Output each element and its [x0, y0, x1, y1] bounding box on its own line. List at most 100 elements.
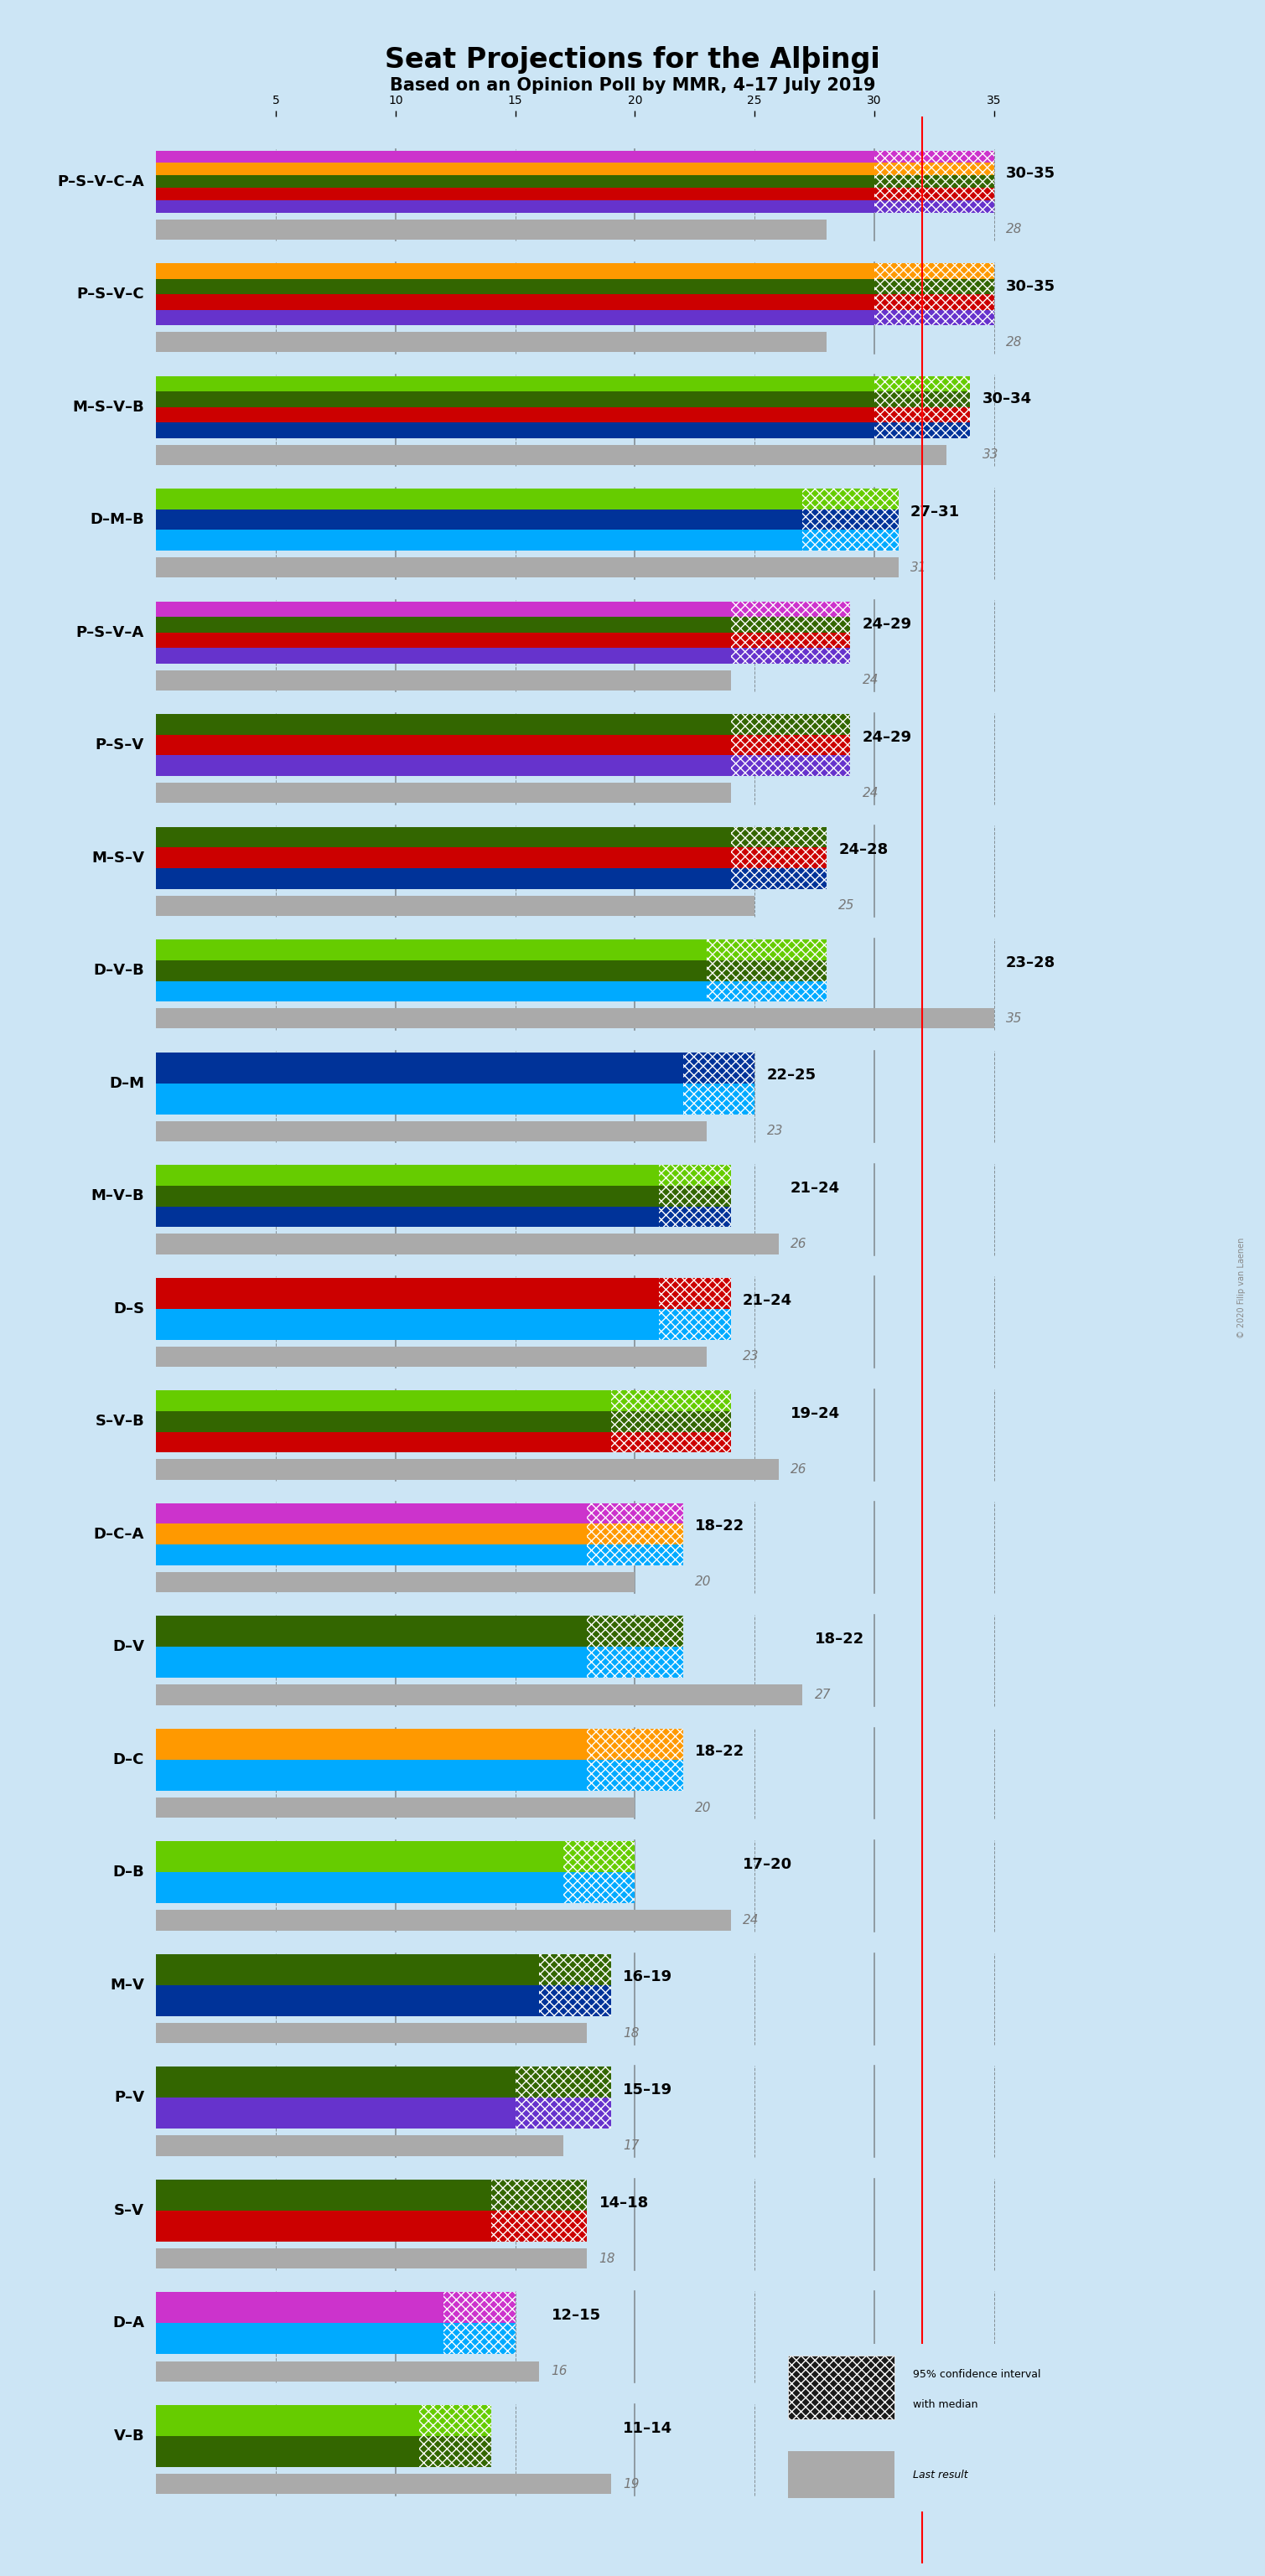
Bar — [659, 1309, 731, 1340]
Bar — [731, 600, 850, 616]
Bar — [802, 489, 898, 510]
Text: 16: 16 — [552, 2365, 568, 2378]
Bar — [539, 1955, 611, 1986]
Bar — [156, 631, 731, 649]
Bar — [156, 201, 874, 211]
Text: 24–28: 24–28 — [839, 842, 888, 858]
Text: D–S: D–S — [113, 1301, 144, 1316]
Text: D–B: D–B — [113, 1865, 144, 1880]
Bar — [707, 961, 826, 981]
Text: 23–28: 23–28 — [1006, 956, 1056, 971]
Bar — [156, 376, 874, 392]
Text: 18–22: 18–22 — [815, 1631, 864, 1646]
Bar — [156, 392, 874, 407]
Text: V–B: V–B — [114, 2429, 144, 2445]
Bar — [156, 2437, 420, 2468]
Bar — [611, 1391, 731, 1412]
Bar — [156, 1685, 802, 1705]
Bar — [156, 1759, 587, 1790]
Bar — [611, 1432, 731, 1453]
Bar — [731, 755, 850, 775]
Text: 27: 27 — [815, 1687, 831, 1700]
Bar — [156, 981, 707, 1002]
Bar — [156, 734, 731, 755]
Bar — [587, 1646, 683, 1677]
Bar — [874, 376, 970, 392]
Text: D–M: D–M — [109, 1077, 144, 1090]
Bar — [587, 1525, 683, 1546]
Text: 95% confidence interval: 95% confidence interval — [913, 2370, 1041, 2380]
Text: 17–20: 17–20 — [743, 1857, 792, 1873]
Bar — [156, 149, 874, 162]
Bar — [156, 1571, 635, 1592]
Text: 21–24: 21–24 — [791, 1180, 840, 1195]
Bar — [491, 2179, 587, 2210]
Bar — [420, 2406, 491, 2437]
Bar — [587, 1759, 683, 1790]
Bar — [515, 2097, 611, 2128]
Bar — [156, 278, 874, 294]
Text: 25: 25 — [839, 899, 855, 912]
Text: M–S–V: M–S–V — [91, 850, 144, 866]
Bar — [491, 2179, 587, 2210]
Bar — [156, 162, 874, 175]
Bar — [874, 294, 994, 309]
Text: M–V–B: M–V–B — [91, 1188, 144, 1203]
Text: Seat Projections for the Alþingi: Seat Projections for the Alþingi — [385, 46, 880, 75]
Bar — [731, 649, 850, 665]
Text: P–S–V–C: P–S–V–C — [77, 286, 144, 301]
Bar — [156, 1234, 779, 1255]
Bar — [156, 1955, 539, 1986]
Bar — [156, 263, 874, 278]
Bar — [587, 1728, 683, 1759]
Bar — [156, 1986, 539, 2017]
Bar — [683, 1084, 755, 1115]
Bar — [156, 1728, 587, 1759]
Bar — [539, 1955, 611, 1986]
Text: 20: 20 — [694, 1577, 711, 1589]
Bar — [156, 2136, 563, 2156]
Text: D–C: D–C — [113, 1752, 144, 1767]
Bar — [156, 1646, 587, 1677]
Text: 18–22: 18–22 — [694, 1744, 745, 1759]
Text: 17: 17 — [622, 2141, 639, 2151]
Bar — [659, 1206, 731, 1226]
Text: D–C–A: D–C–A — [94, 1528, 144, 1543]
Text: 31: 31 — [911, 562, 927, 574]
Bar — [539, 1986, 611, 2017]
Bar — [659, 1278, 731, 1309]
Bar — [874, 392, 970, 407]
Bar — [874, 201, 994, 211]
Bar — [731, 616, 850, 631]
Bar — [491, 2210, 587, 2241]
Bar — [659, 1164, 731, 1185]
Bar — [156, 783, 731, 804]
Bar — [156, 827, 731, 848]
Bar — [707, 981, 826, 1002]
Bar — [515, 2066, 611, 2097]
Bar — [156, 531, 802, 551]
Bar — [156, 1164, 659, 1185]
Bar — [587, 1759, 683, 1790]
Bar — [156, 1121, 707, 1141]
Text: 12–15: 12–15 — [552, 2308, 601, 2324]
Text: P–V: P–V — [114, 2089, 144, 2105]
Text: 28: 28 — [1006, 224, 1022, 234]
Text: 20: 20 — [694, 1801, 711, 1814]
Text: 18: 18 — [622, 2027, 639, 2040]
Text: 33: 33 — [982, 448, 998, 461]
Bar — [420, 2437, 491, 2468]
Text: 28: 28 — [1006, 335, 1022, 348]
Bar — [156, 616, 731, 631]
Text: 24–29: 24–29 — [863, 729, 912, 744]
Text: 16–19: 16–19 — [622, 1971, 673, 1984]
Bar — [659, 1185, 731, 1206]
Bar — [731, 600, 850, 616]
Bar — [156, 2473, 611, 2494]
Text: 22–25: 22–25 — [767, 1069, 816, 1082]
Bar — [156, 2293, 444, 2324]
Bar — [874, 263, 994, 278]
Bar — [731, 631, 850, 649]
Bar — [874, 309, 994, 325]
Text: D–V: D–V — [113, 1638, 144, 1654]
